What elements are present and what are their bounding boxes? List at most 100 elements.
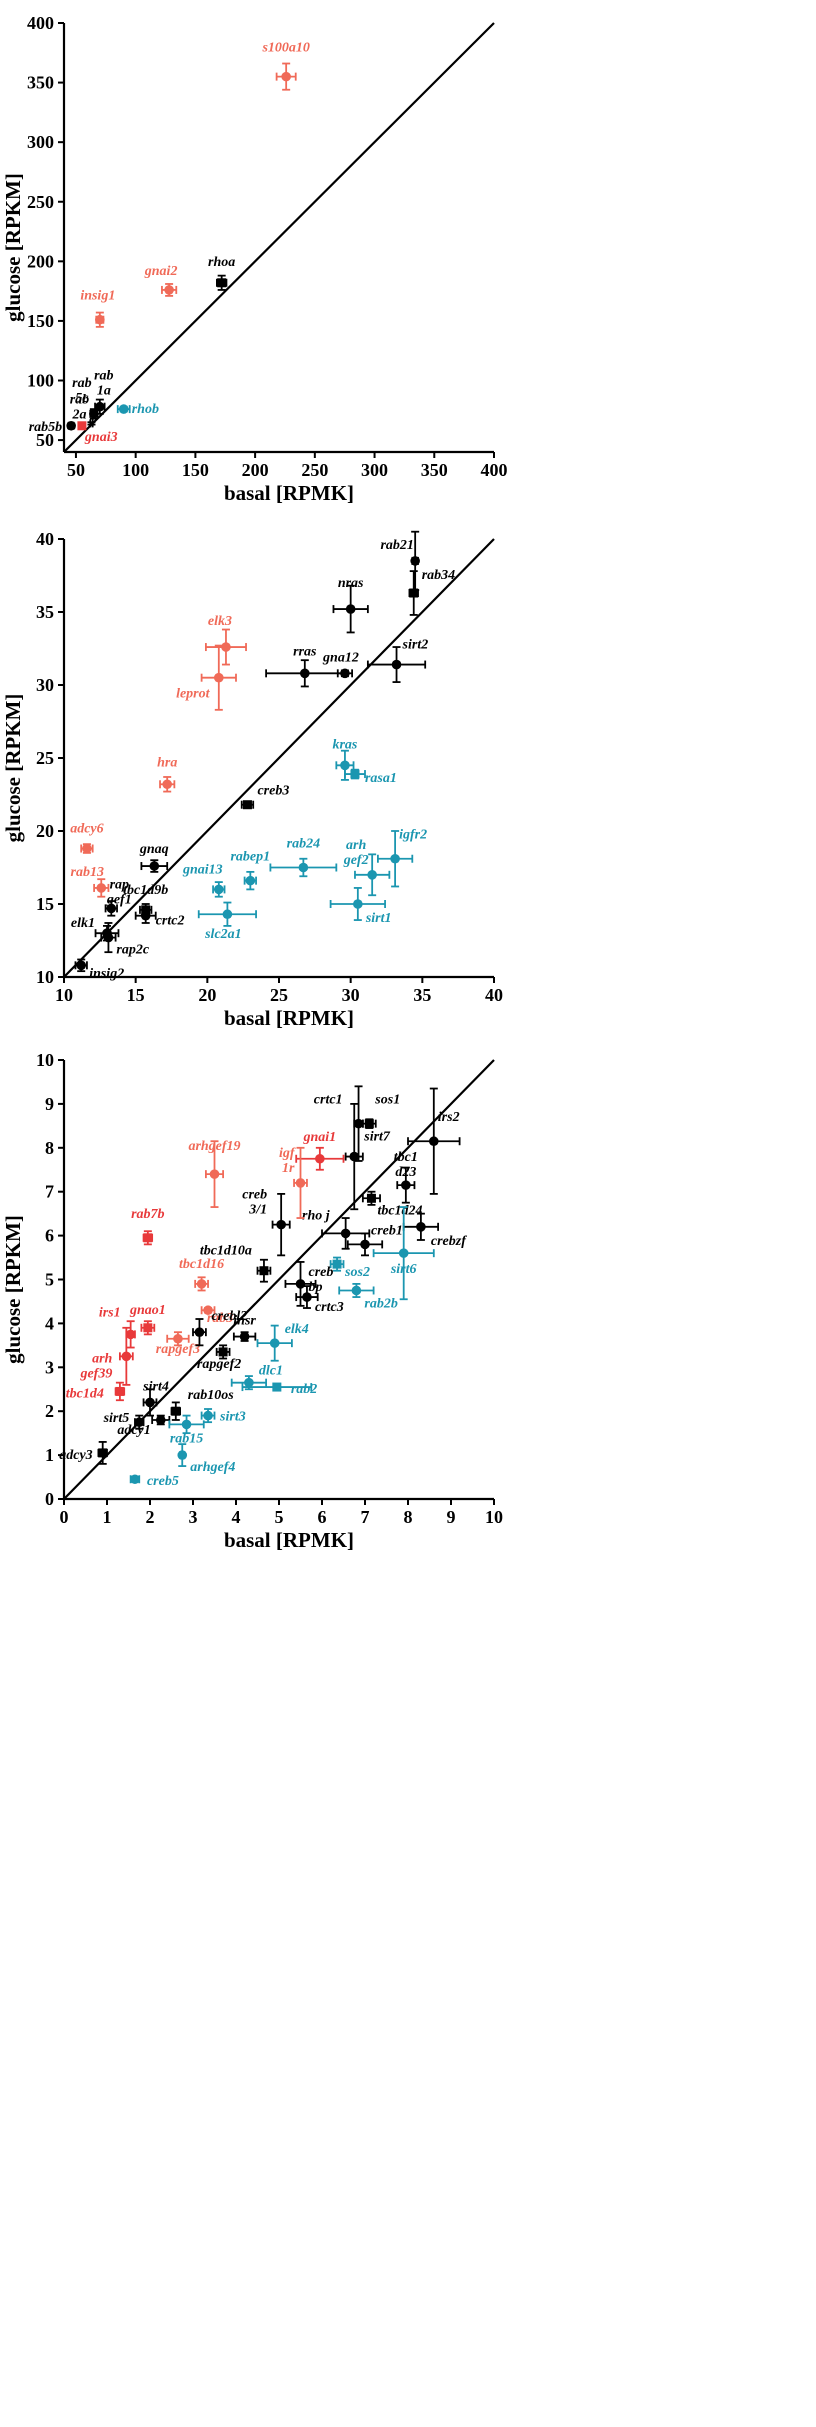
point-marker (242, 800, 252, 810)
point-label: creb 3/1 (242, 1188, 267, 1218)
point-slc2a1: slc2a1 (197, 901, 257, 942)
point-creb-3-1: creb 3/1 (242, 1188, 291, 1257)
point-creb5: creb5 (129, 1474, 179, 1489)
point-sirt1: sirt1 (329, 887, 392, 926)
point-gnai3: gnai3 (77, 421, 118, 445)
point-rasa1: rasa1 (344, 768, 397, 786)
point-label: sirt3 (219, 1410, 246, 1425)
point-rab24: rab24 (269, 837, 338, 878)
point-label: sirt6 (390, 1262, 417, 1277)
point-label: rab 2a (70, 392, 89, 422)
point-label: crtc1 (314, 1093, 343, 1108)
point-gnao1: gnao1 (129, 1303, 166, 1336)
point-adcy6: adcy6 (70, 822, 104, 854)
point-crebl2: crebl2 (192, 1309, 247, 1347)
y-axis-title: glucose [RPKM] (1, 1215, 25, 1364)
point-label: sirt4 (142, 1379, 169, 1394)
point-marker (214, 672, 224, 683)
point-marker (196, 1279, 207, 1289)
point-marker (239, 1331, 250, 1342)
y-tick-label: 400 (27, 13, 54, 33)
point-label: crtc3 (315, 1300, 344, 1315)
point-gnai13: gnai13 (182, 862, 226, 898)
point-label: arh gef39 (79, 1351, 112, 1381)
point-nras: nras (332, 576, 369, 634)
x-tick-label: 150 (182, 460, 209, 480)
point-gna12: gna12 (322, 650, 359, 679)
point-elk4: elk4 (256, 1322, 309, 1362)
point-marker (76, 960, 86, 971)
point-kras: kras (332, 737, 358, 781)
point-marker (118, 404, 129, 414)
point-label: arh gef2 (343, 838, 369, 868)
y-tick-label: 350 (27, 73, 54, 93)
point-label: elk3 (208, 614, 232, 629)
point-label: sos1 (374, 1093, 400, 1108)
point-label: insig2 (89, 966, 124, 981)
point-marker (298, 862, 309, 873)
point-rap2c: rap2c (100, 922, 150, 958)
point-rhob: rhob (116, 402, 159, 417)
point-marker (96, 883, 107, 893)
point-marker (416, 1222, 426, 1232)
point-label: tbc1d16 (179, 1257, 224, 1272)
x-axis-title: basal [RPMK] (224, 1006, 354, 1030)
point-creb1: creb1 (346, 1223, 403, 1257)
y-tick-label: 50 (36, 430, 54, 450)
x-tick-label: 250 (301, 460, 328, 480)
point-label: leprot (176, 687, 211, 702)
y-tick-label: 150 (27, 311, 54, 331)
point-marker (143, 1233, 153, 1243)
y-tick-label: 30 (36, 675, 54, 695)
point-creb3: creb3 (240, 784, 289, 810)
point-arh-gef39: arh gef39 (79, 1326, 134, 1386)
point-marker (214, 884, 224, 895)
point-marker (173, 1333, 183, 1344)
point-marker (340, 1228, 351, 1239)
point-s100a10: s100a10 (261, 41, 310, 91)
x-tick-label: 10 (485, 1507, 503, 1527)
point-rab-2a: rab 2a (70, 392, 96, 428)
point-igfr2: igfr2 (376, 828, 427, 888)
point-marker (429, 1136, 439, 1147)
point-crtc1: crtc1 (314, 1085, 364, 1162)
point-marker (203, 1410, 213, 1421)
point-sirt4: sirt4 (142, 1379, 169, 1417)
point-irs1: irs1 (99, 1305, 136, 1349)
point-label: gnao1 (129, 1303, 166, 1318)
identity-line (63, 22, 495, 453)
point-label: rab2 (291, 1382, 317, 1397)
point-marker (295, 1279, 306, 1289)
y-tick-label: 25 (36, 748, 54, 768)
point-marker (391, 659, 402, 670)
point-marker (77, 421, 87, 431)
y-tick-label: 200 (27, 251, 54, 271)
point-marker (103, 932, 114, 943)
point-marker (125, 1329, 136, 1340)
point-label: crebzf (431, 1234, 467, 1249)
point-marker (295, 1178, 306, 1188)
point-marker (350, 769, 360, 779)
point-marker (181, 1419, 192, 1430)
point-label: dlc1 (259, 1364, 283, 1379)
point-marker (340, 760, 350, 771)
x-tick-label: 1 (103, 1507, 112, 1527)
point-marker (353, 899, 363, 909)
point-tbc1d16: tbc1d16 (179, 1257, 224, 1292)
point-marker (95, 314, 105, 325)
point-sos1: sos1 (361, 1093, 400, 1129)
point-marker (244, 1377, 254, 1388)
point-marker (353, 1118, 364, 1129)
point-rap-gef1: rap gef1 (104, 877, 132, 917)
x-tick-label: 5 (275, 1507, 284, 1527)
y-tick-label: 15 (36, 894, 54, 914)
point-irs2: irs2 (407, 1087, 461, 1195)
point-gnai1: gnai1 (295, 1130, 345, 1171)
point-marker (98, 1448, 108, 1458)
point-rab5b: rab5b (29, 420, 76, 435)
x-tick-label: 300 (361, 460, 388, 480)
point-rab21: rab21 (380, 530, 420, 591)
point-marker (281, 71, 291, 82)
point-marker (367, 870, 377, 880)
point-label: rapgef3 (156, 1342, 200, 1357)
